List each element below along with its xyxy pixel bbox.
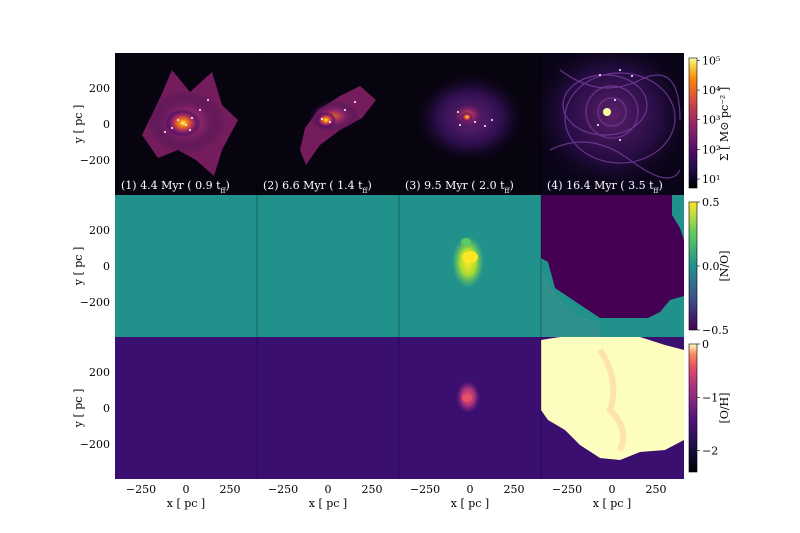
colorbar-sigma-tick-label: 10³ <box>702 114 720 127</box>
xtick-c2-m250: −250 <box>268 483 298 496</box>
colorbar-n_o-tick-label: 0.0 <box>702 260 720 273</box>
colorbar-o-h: 0 −1 −2 [O/H] <box>688 338 731 473</box>
snapshot-label-3: (3) 9.5 Myr ( 2.0 tff) <box>405 179 514 195</box>
xtick-c4-250: 250 <box>646 483 667 496</box>
colorbar-o-h-bar <box>688 343 698 473</box>
xtick-c1-0: 0 <box>183 483 190 496</box>
snapshot-label-4: (4) 16.4 Myr ( 3.5 tff) <box>547 179 663 195</box>
sigma-cloud-3 <box>415 73 525 163</box>
xlabel-c2: x [ pc ] <box>309 497 347 510</box>
colorbar-sigma-tick-label: 10⁵ <box>702 54 720 67</box>
x-axis-col-2: −250 0 250 x [ pc ] <box>268 483 383 510</box>
xlabel-c3: x [ pc ] <box>451 497 489 510</box>
colorbar-n_o-tick-label: 0.5 <box>702 196 720 209</box>
colorbar-o_h-tick-label: −1 <box>702 391 718 404</box>
xtick-c1-m250: −250 <box>126 483 156 496</box>
ytick-r1-m200: −200 <box>80 154 110 167</box>
x-axis-col-1: −250 0 250 x [ pc ] <box>126 483 241 510</box>
colorbar-n-o: 0.5 0.0 −0.5 [N/O] <box>688 196 731 337</box>
xlabel-c4: x [ pc ] <box>593 497 631 510</box>
sigma-cloud-1 <box>142 70 238 176</box>
panel-no-2 <box>257 195 399 337</box>
colorbar-sigma-tick-label: 10¹ <box>702 173 720 186</box>
colorbar-sigma: 10⁵ 10⁴ 10³ 10² 10¹ Σ [ M⊙ pc⁻² ] <box>688 54 731 189</box>
xtick-c3-0: 0 <box>467 483 474 496</box>
colorbar-n-o-label: [N/O] <box>718 251 731 282</box>
ytick-r3-0: 0 <box>103 402 110 415</box>
panel-dividers <box>256 53 542 479</box>
ytick-r3-200: 200 <box>89 366 110 379</box>
xtick-c2-0: 0 <box>325 483 332 496</box>
xtick-c3-m250: −250 <box>410 483 440 496</box>
row-o-h <box>115 337 684 479</box>
oh-region-4 <box>541 337 684 460</box>
colorbar-o-h-label: [O/H] <box>718 393 731 424</box>
ytick-r2-200: 200 <box>89 224 110 237</box>
ytick-r1-0: 0 <box>103 118 110 131</box>
y-axis-row-3: 200 0 −200 y [ pc ] <box>72 366 110 451</box>
ylabel-r3: y [ pc ] <box>72 389 85 429</box>
y-axes: 200 0 −200 y [ pc ] 200 0 −200 y [ pc ] … <box>72 82 110 451</box>
xlabel-c1: x [ pc ] <box>167 497 205 510</box>
row-sigma: (1) 4.4 Myr ( 0.9 tff) (2) 6.6 Myr ( 1.4… <box>115 53 684 195</box>
xtick-c3-250: 250 <box>504 483 525 496</box>
sigma-cloud-4 <box>541 53 684 190</box>
colorbar-n-o-bar <box>688 201 698 331</box>
colorbar-sigma-label: Σ [ M⊙ pc⁻² ] <box>718 87 731 161</box>
colorbar-sigma-bar <box>688 57 698 189</box>
row-n-o <box>115 195 684 337</box>
no-blob-3 <box>452 236 484 288</box>
ylabel-r1: y [ pc ] <box>72 105 85 145</box>
x-axes: −250 0 250 x [ pc ] −250 0 250 x [ pc ] … <box>126 483 667 510</box>
y-axis-row-1: 200 0 −200 y [ pc ] <box>72 82 110 167</box>
ytick-r3-m200: −200 <box>80 438 110 451</box>
colorbar-n_o-tick-label: −0.5 <box>702 324 729 337</box>
x-axis-col-4: −250 0 250 x [ pc ] <box>552 483 667 510</box>
colorbar-o_h-tick-label: −2 <box>702 445 718 458</box>
no-region-4 <box>541 195 684 337</box>
snapshot-label-2: (2) 6.6 Myr ( 1.4 tff) <box>263 179 372 195</box>
sigma-cloud-2 <box>300 86 376 165</box>
ytick-r2-m200: −200 <box>80 296 110 309</box>
xtick-c4-0: 0 <box>609 483 616 496</box>
xtick-c4-m250: −250 <box>552 483 582 496</box>
panel-oh-2 <box>257 337 399 479</box>
colorbar-sigma-tick-label: 10⁴ <box>702 84 721 97</box>
snapshot-label-1: (1) 4.4 Myr ( 0.9 tff) <box>121 179 230 195</box>
ylabel-r2: y [ pc ] <box>72 247 85 287</box>
x-axis-col-3: −250 0 250 x [ pc ] <box>410 483 525 510</box>
panel-no-1 <box>115 195 257 337</box>
xtick-c1-250: 250 <box>220 483 241 496</box>
panel-oh-1 <box>115 337 257 479</box>
oh-blob-3 <box>456 381 480 413</box>
y-axis-row-2: 200 0 −200 y [ pc ] <box>72 224 110 309</box>
ytick-r1-200: 200 <box>89 82 110 95</box>
ytick-r2-0: 0 <box>103 260 110 273</box>
colorbar-o_h-tick-label: 0 <box>702 338 709 351</box>
xtick-c2-250: 250 <box>362 483 383 496</box>
colorbar-sigma-tick-label: 10² <box>702 143 720 156</box>
